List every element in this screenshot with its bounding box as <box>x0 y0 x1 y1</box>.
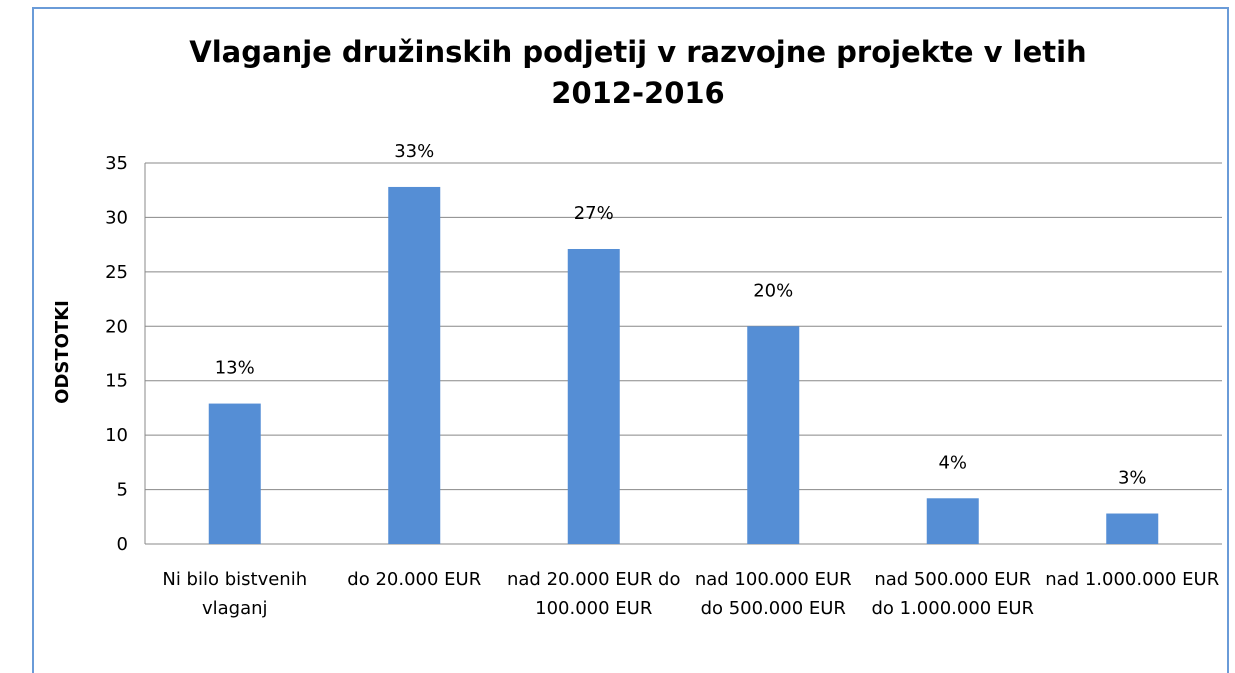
x-tick-label: nad 100.000 EUR do 500.000 EUR <box>695 569 852 619</box>
y-tick-label: 15 <box>105 371 128 392</box>
bar <box>388 186 441 544</box>
y-tick-label: 30 <box>105 207 128 228</box>
y-tick-label: 10 <box>105 425 128 446</box>
data-label: 3% <box>1118 468 1147 489</box>
bar <box>1106 513 1159 544</box>
x-tick-label: Ni bilo bistvenih vlaganj <box>162 569 307 619</box>
data-label: 13% <box>215 358 255 379</box>
x-tick-label: nad 500.000 EUR do 1.000.000 EUR <box>871 569 1034 619</box>
frame <box>32 7 1229 673</box>
y-tick-label: 35 <box>105 153 128 174</box>
y-tick-label: 0 <box>117 534 128 555</box>
data-label: 33% <box>394 141 434 162</box>
y-tick-label: 5 <box>117 480 128 501</box>
x-tick-label: nad 20.000 EUR do 100.000 EUR <box>507 569 681 619</box>
data-label: 27% <box>574 203 614 224</box>
y-axis-label: ODSTOTKI <box>52 300 73 404</box>
bar <box>747 326 800 544</box>
bar <box>567 248 620 545</box>
chart-title: Vlaganje družinskih podjetij v razvojne … <box>189 35 1086 110</box>
y-tick-label: 20 <box>105 316 128 337</box>
data-label: 20% <box>753 280 793 301</box>
bar <box>208 403 261 544</box>
x-tick-label: do 20.000 EUR <box>347 569 481 590</box>
bar <box>926 498 979 544</box>
y-tick-label: 25 <box>105 262 128 283</box>
x-tick-label: nad 1.000.000 EUR <box>1045 569 1219 590</box>
data-label: 4% <box>938 452 967 473</box>
